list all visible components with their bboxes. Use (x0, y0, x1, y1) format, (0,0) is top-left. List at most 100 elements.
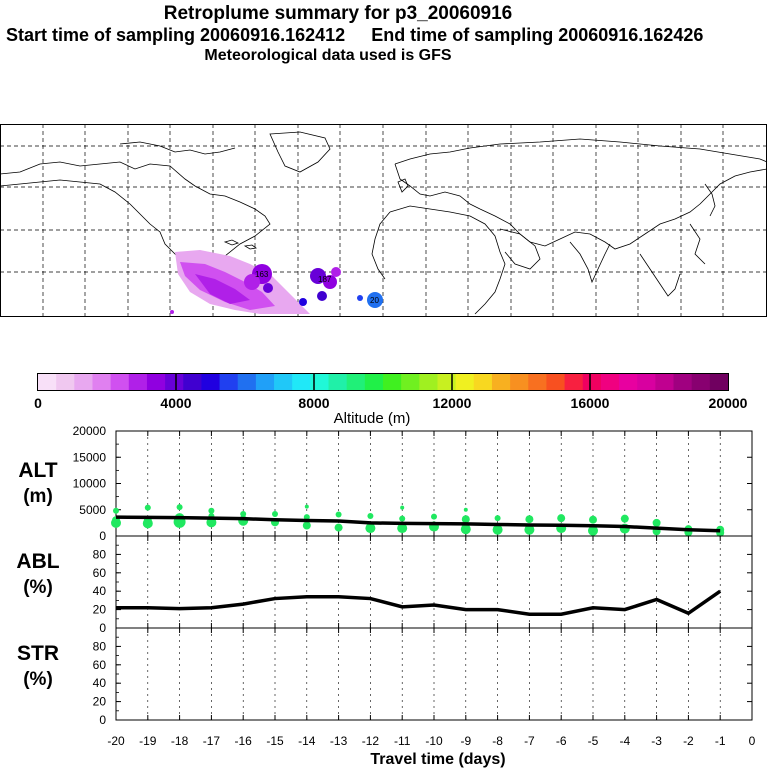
alt-point (335, 511, 342, 518)
plume-blob-8 (367, 292, 383, 308)
alt-point (365, 523, 376, 534)
time-series-panels: 20000 15000 10000 5000 0 ALT (m) 80 60 40 20 0 ABL (%… (16, 425, 755, 768)
alt-point (144, 504, 151, 511)
colorbar-cell (183, 374, 202, 390)
plume-blob-5 (331, 267, 341, 277)
alt-point (460, 524, 471, 535)
y-tick-label: 0 (99, 713, 106, 727)
start-time-label: Start time of sampling 20060916.162412 (6, 25, 346, 45)
alt-point (208, 507, 215, 514)
alt-point (334, 523, 343, 532)
colorbar-tick-label: 12000 (433, 395, 472, 411)
alt-point (272, 510, 278, 517)
panel-alt: 20000 15000 10000 5000 0 ALT (m) (18, 425, 753, 543)
plume-blob-2 (244, 274, 260, 290)
colorbar-cell (546, 374, 566, 390)
colorbar-cell (619, 374, 638, 390)
x-tick-label: -13 (330, 734, 348, 748)
alt-point (397, 523, 408, 534)
colorbar-cell (110, 374, 130, 390)
end-time-label: End time of sampling 20060916.162426 (371, 25, 704, 45)
colorbar-frame (37, 373, 729, 391)
colorbar-cell (655, 374, 675, 390)
colorbar-tick-label: 20000 (709, 395, 748, 411)
colorbar-cell (528, 374, 547, 390)
world-map: 163 187 20 (0, 124, 768, 317)
colorbar-cell (364, 374, 384, 390)
x-tick-label: -10 (425, 734, 443, 748)
colorbar-cell (255, 374, 275, 390)
colorbar-cell (38, 374, 57, 390)
y-tick-label: 40 (93, 584, 107, 598)
colorbar-cell (74, 374, 93, 390)
alt-point (525, 515, 534, 524)
x-tick-label: -3 (651, 734, 662, 748)
alt-point (399, 515, 406, 522)
colorbar-cell (219, 374, 239, 390)
map-gridlines (0, 124, 767, 317)
colorbar-cell (383, 374, 402, 390)
x-tick-label: -8 (492, 734, 503, 748)
colorbar-cell (491, 374, 511, 390)
colorbar-cell (165, 374, 184, 390)
colorbar-cell (419, 374, 438, 390)
y-tick-label: 60 (93, 658, 107, 672)
x-tick-label: -4 (619, 734, 630, 748)
y-tick-label: 40 (93, 676, 107, 690)
plume-label-1: 163 (255, 270, 269, 279)
y-tick-label: 20 (93, 603, 107, 617)
series-line-abl (116, 589, 722, 616)
colorbar-tick-labels: 0 4000 8000 12000 16000 20000 (34, 374, 748, 411)
alt-point (588, 525, 598, 536)
alt-point (240, 510, 247, 517)
plume-blob-11 (170, 310, 174, 314)
x-tick-label: -14 (298, 734, 316, 748)
colorbar-tick-label: 16000 (571, 395, 610, 411)
x-tick-label: -11 (394, 734, 411, 748)
altitude-colorbar: 0 4000 8000 12000 16000 20000 Altitude (m) (34, 373, 748, 426)
sampling-times: Start time of sampling 20060916.162412 En… (6, 25, 768, 46)
colorbar-cell (146, 374, 166, 390)
plume-label-2: 187 (318, 275, 332, 284)
alt-point (111, 517, 121, 528)
plume-footprint: 163 187 20 (170, 250, 383, 314)
colorbar-tick-label: 0 (34, 395, 42, 411)
panel-unit: (%) (23, 669, 53, 690)
y-tick-label: 80 (93, 639, 107, 653)
alt-point (652, 518, 661, 527)
panel-unit: (%) (23, 577, 53, 598)
colorbar-cell (346, 374, 366, 390)
y-tick-label: 20 (93, 695, 107, 709)
alt-point (400, 505, 405, 510)
alt-point (304, 504, 309, 509)
colorbar-cell (582, 374, 602, 390)
panel-label: ABL (16, 550, 59, 573)
colorbar-cell (56, 374, 75, 390)
x-axis-label: Travel time (days) (370, 751, 505, 768)
colorbar-cell (274, 374, 293, 390)
y-tick-label: 10000 (73, 477, 107, 491)
colorbar-cell (455, 374, 475, 390)
alt-point (589, 515, 597, 524)
y-tick-label: 5000 (79, 503, 106, 517)
panel-abl: 80 60 40 20 0 ABL (%) (16, 535, 753, 635)
x-tick-label: -20 (107, 734, 125, 748)
alt-point (461, 515, 470, 524)
x-tick-label: -7 (524, 734, 535, 748)
y-tick-label: 0 (99, 621, 106, 635)
alt-point (524, 524, 535, 535)
alt-point (492, 524, 503, 535)
colorbar-cell (92, 374, 112, 390)
x-tick-label: -1 (715, 734, 726, 748)
x-tick-label: -19 (139, 734, 157, 748)
colorbar-cell (201, 374, 221, 390)
alt-point (431, 513, 437, 520)
colorbar-cell (600, 374, 620, 390)
plume-blob-7 (299, 298, 307, 306)
met-data-label: Meteorological data used is GFS (204, 47, 452, 64)
x-tick-label: -18 (171, 734, 189, 748)
colorbar-cell (564, 374, 584, 390)
alt-point (303, 514, 310, 521)
colorbar-tick-label: 8000 (298, 395, 329, 411)
colorbar-cell (292, 374, 311, 390)
